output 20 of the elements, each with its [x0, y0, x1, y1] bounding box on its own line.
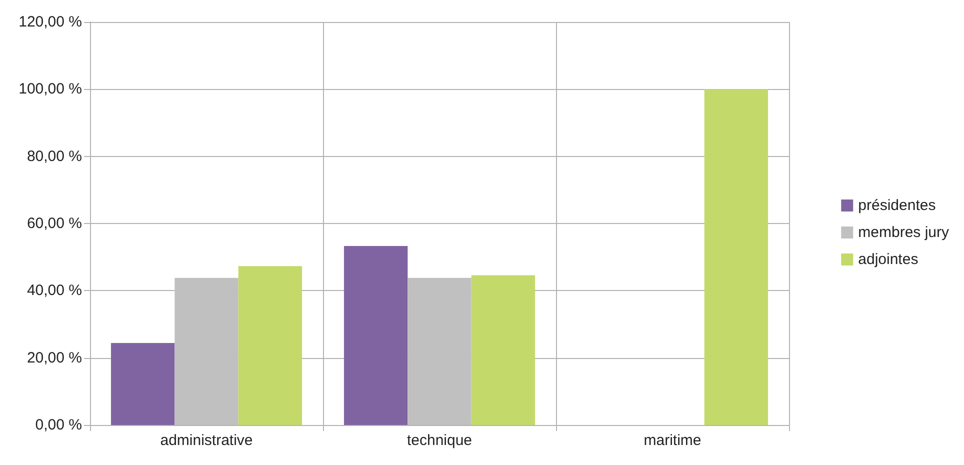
y-tick-label: 60,00 %	[26, 215, 82, 232]
bar	[344, 246, 408, 425]
y-tick-label: 20,00 %	[26, 349, 82, 366]
legend-label: adjointes	[858, 251, 918, 268]
bar	[238, 266, 302, 425]
y-tick-label: 100,00 %	[18, 80, 82, 98]
x-tick-label: maritime	[644, 432, 702, 449]
bar	[110, 343, 175, 425]
legend-label: membres jury	[858, 224, 950, 241]
y-tick-label: 80,00 %	[26, 148, 82, 165]
bar	[471, 275, 536, 425]
bar	[704, 89, 768, 425]
y-tick-label: 40,00 %	[26, 282, 82, 300]
x-tick-label: technique	[406, 432, 472, 449]
y-tick-label: 120,00 %	[18, 14, 82, 30]
y-tick-label: 0,00 %	[35, 416, 82, 434]
legend-label: présidentes	[858, 197, 936, 214]
bar	[408, 278, 472, 425]
x-tick-label: administrative	[160, 432, 253, 449]
bar	[174, 278, 238, 425]
